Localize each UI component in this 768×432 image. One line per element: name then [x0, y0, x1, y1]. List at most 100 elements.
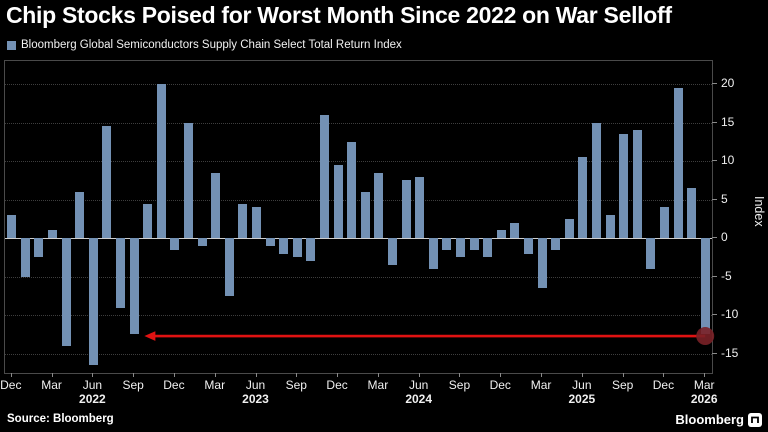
bar-2024-11	[483, 238, 493, 258]
bar-2025-04	[551, 238, 561, 250]
x-tick-mark	[581, 373, 583, 377]
bar-2024-10	[469, 238, 479, 250]
bar-2022-12	[170, 238, 180, 250]
legend: Bloomberg Global Semiconductors Supply C…	[7, 39, 402, 51]
bar-2021-12	[7, 215, 17, 239]
bar-2023-09	[292, 238, 302, 258]
bar-2025-03	[537, 238, 547, 289]
x-tick-mark	[92, 373, 94, 377]
bar-2022-03	[48, 230, 58, 239]
bar-2022-01	[20, 238, 30, 277]
x-tick-mark	[418, 373, 420, 377]
x-tick-mark	[377, 373, 379, 377]
x-tick-mark	[255, 373, 257, 377]
gridline-20	[5, 84, 712, 86]
x-tick-mark	[622, 373, 624, 377]
source-label: Source: Bloomberg	[7, 413, 114, 425]
x-tick-label-dec-24: Dec	[326, 378, 348, 392]
y-tick-label: 15	[721, 114, 735, 129]
x-tick-label-mar-51: Mar	[693, 378, 715, 392]
x-year-label-2023: 2023	[242, 392, 269, 406]
bar-2024-09	[455, 238, 465, 258]
bar-2026-01	[673, 87, 683, 239]
bloomberg-wordmark: Bloomberg	[675, 412, 744, 427]
x-tick-label-jun-42: Jun	[572, 378, 592, 392]
x-tick-mark	[704, 373, 706, 377]
bar-2024-01	[347, 141, 357, 239]
x-tick-label-mar-15: Mar	[204, 378, 226, 392]
bar-2024-05	[401, 180, 411, 239]
bar-2025-06	[578, 157, 588, 239]
x-tick-label-mar-3: Mar	[41, 378, 62, 392]
y-tick-label: 5	[721, 191, 728, 206]
bar-2023-02	[197, 238, 207, 246]
x-tick-label-dec-0: Dec	[0, 378, 22, 392]
y-tick-mark	[712, 237, 717, 239]
x-tick-label-mar-27: Mar	[367, 378, 389, 392]
bar-2025-12	[659, 207, 669, 239]
bar-2024-12	[496, 230, 506, 239]
x-tick-mark	[133, 373, 135, 377]
x-tick-mark	[541, 373, 543, 377]
bar-2023-04	[224, 238, 234, 296]
bar-2022-02	[34, 238, 44, 258]
bar-2024-07	[428, 238, 438, 269]
legend-swatch	[7, 40, 16, 50]
legend-label: Bloomberg Global Semiconductors Supply C…	[21, 39, 402, 51]
y-tick-mark	[712, 198, 717, 200]
bar-2023-11	[320, 114, 329, 239]
bar-2025-02	[523, 238, 533, 254]
bloomberg-branding: Bloomberg	[675, 412, 762, 427]
y-tick-label: -10	[721, 307, 739, 322]
x-tick-mark	[500, 373, 502, 377]
x-tick-mark	[337, 373, 339, 377]
bar-2026-02	[687, 188, 697, 239]
bar-2022-05	[75, 191, 85, 239]
bar-2023-06	[252, 207, 262, 239]
bar-2023-05	[238, 203, 248, 239]
bar-2025-08	[605, 215, 615, 239]
bar-2023-01	[184, 122, 194, 239]
y-tick-label: -15	[721, 345, 739, 360]
x-tick-mark	[663, 373, 665, 377]
bar-2024-06	[415, 176, 425, 239]
y-tick-label: 10	[721, 153, 735, 168]
bar-2024-02	[360, 191, 370, 239]
bar-2023-08	[279, 238, 289, 254]
x-year-label-2025: 2025	[568, 392, 596, 406]
bar-2022-04	[61, 238, 71, 347]
bar-2022-08	[116, 238, 126, 308]
x-tick-mark	[173, 373, 175, 377]
bar-2023-03	[211, 172, 221, 239]
x-tick-mark	[51, 373, 53, 377]
x-year-label-2022: 2022	[79, 392, 106, 406]
x-year-label-2024: 2024	[405, 392, 433, 406]
war-selloff-arrow	[144, 327, 715, 346]
chart-title: Chip Stocks Poised for Worst Month Since…	[6, 2, 672, 28]
gridline--10	[5, 315, 712, 317]
y-tick-mark	[712, 352, 717, 354]
plot-area	[4, 60, 715, 374]
y-tick-mark	[712, 121, 717, 123]
bar-2025-01	[510, 222, 520, 239]
bloomberg-logo-icon	[748, 412, 762, 427]
y-tick-mark	[712, 160, 717, 162]
y-tick-mark	[712, 314, 717, 316]
x-tick-mark	[214, 373, 216, 377]
x-tick-label-jun-18: Jun	[245, 378, 266, 392]
zero-line	[5, 238, 712, 240]
bar-2023-12	[333, 165, 343, 239]
x-tick-label-dec-12: Dec	[163, 378, 185, 392]
bar-2026-03	[700, 238, 710, 335]
x-tick-mark	[459, 373, 461, 377]
bar-2022-11	[156, 84, 166, 239]
x-tick-label-sep-45: Sep	[611, 378, 634, 392]
bar-2024-04	[387, 238, 397, 266]
x-tick-label-sep-21: Sep	[285, 378, 307, 392]
bar-2023-10	[306, 238, 316, 262]
x-tick-label-mar-39: Mar	[530, 378, 552, 392]
x-tick-label-dec-36: Dec	[489, 378, 511, 392]
bar-2022-09	[129, 238, 139, 335]
gridline-5	[5, 199, 712, 201]
